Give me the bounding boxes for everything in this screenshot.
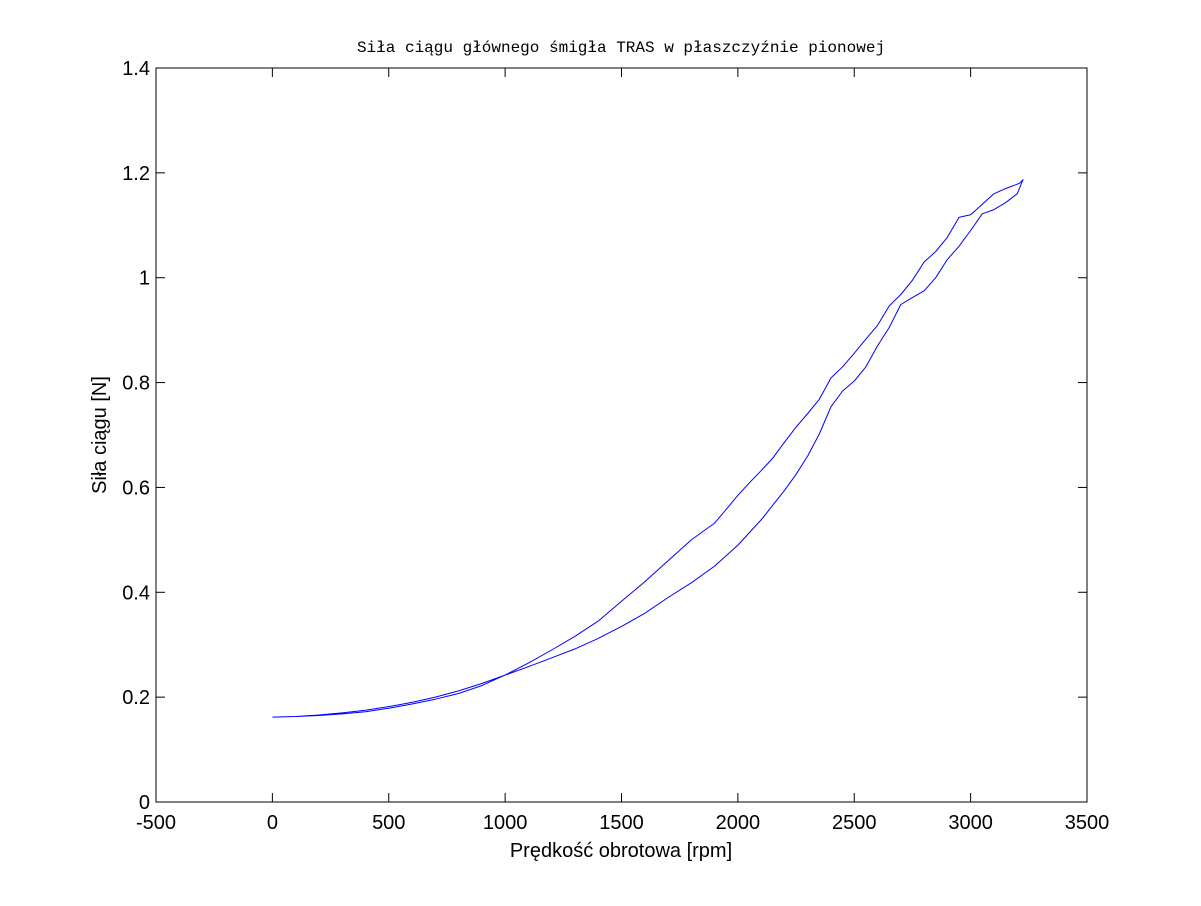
x-tick-label: 1500	[599, 812, 644, 834]
x-tick-label: 500	[372, 812, 405, 834]
chart-title: Siła ciągu głównego śmigła TRAS w płaszc…	[357, 39, 885, 57]
x-tick-label: 1000	[483, 812, 528, 834]
series-layer	[272, 179, 1024, 718]
y-tick-label: 1	[139, 268, 150, 290]
y-tick-label: 0.4	[122, 582, 150, 604]
plot-frame	[155, 67, 1088, 803]
x-axis-label: Prędkość obrotowa [rpm]	[510, 840, 732, 862]
x-tick-label: 2000	[716, 812, 761, 834]
y-tick-label: 0.8	[122, 373, 150, 395]
y-axis-label: Siła ciągu [N]	[89, 376, 111, 494]
x-tick-label: 3500	[1065, 812, 1110, 834]
y-tick-label: 0	[139, 792, 150, 814]
y-tick-label: 1.4	[122, 58, 150, 80]
x-tick-label: 2500	[832, 812, 877, 834]
ticks-layer: -500 0 500 1000 1500 2000 2500 3000 350000.20.40…	[122, 58, 1109, 834]
y-tick-label: 0.2	[122, 687, 150, 709]
plot-area	[156, 68, 1087, 802]
thrust-curve-line	[272, 179, 1024, 718]
x-tick-label: -500	[136, 812, 176, 834]
x-tick-label: 3000	[948, 812, 993, 834]
y-tick-label: 1.2	[122, 163, 150, 185]
x-tick-label: 0	[267, 812, 278, 834]
y-tick-label: 0.6	[122, 477, 150, 499]
